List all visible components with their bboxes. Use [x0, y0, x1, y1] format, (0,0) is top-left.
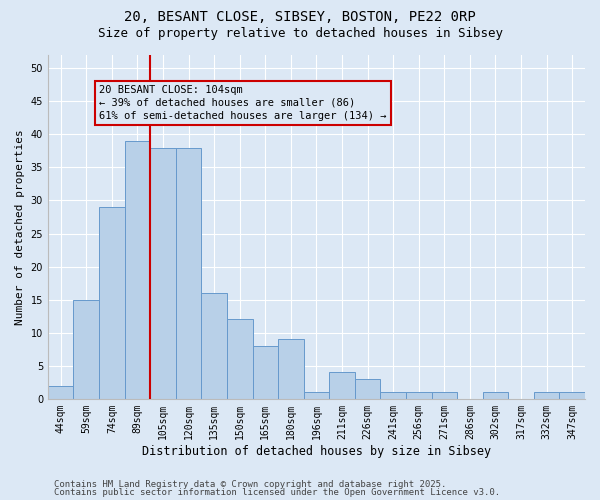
- Bar: [355, 379, 380, 399]
- Bar: [150, 148, 176, 399]
- Bar: [329, 372, 355, 399]
- Bar: [534, 392, 559, 399]
- Text: 20 BESANT CLOSE: 104sqm
← 39% of detached houses are smaller (86)
61% of semi-de: 20 BESANT CLOSE: 104sqm ← 39% of detache…: [99, 85, 386, 121]
- Text: 20, BESANT CLOSE, SIBSEY, BOSTON, PE22 0RP: 20, BESANT CLOSE, SIBSEY, BOSTON, PE22 0…: [124, 10, 476, 24]
- Text: Contains public sector information licensed under the Open Government Licence v3: Contains public sector information licen…: [54, 488, 500, 497]
- Bar: [227, 320, 253, 399]
- X-axis label: Distribution of detached houses by size in Sibsey: Distribution of detached houses by size …: [142, 444, 491, 458]
- Bar: [202, 293, 227, 399]
- Bar: [559, 392, 585, 399]
- Bar: [253, 346, 278, 399]
- Bar: [431, 392, 457, 399]
- Bar: [278, 340, 304, 399]
- Bar: [48, 386, 73, 399]
- Bar: [176, 148, 202, 399]
- Bar: [406, 392, 431, 399]
- Bar: [380, 392, 406, 399]
- Text: Contains HM Land Registry data © Crown copyright and database right 2025.: Contains HM Land Registry data © Crown c…: [54, 480, 446, 489]
- Y-axis label: Number of detached properties: Number of detached properties: [15, 129, 25, 325]
- Bar: [482, 392, 508, 399]
- Bar: [304, 392, 329, 399]
- Bar: [99, 207, 125, 399]
- Bar: [73, 300, 99, 399]
- Text: Size of property relative to detached houses in Sibsey: Size of property relative to detached ho…: [97, 28, 503, 40]
- Bar: [125, 141, 150, 399]
